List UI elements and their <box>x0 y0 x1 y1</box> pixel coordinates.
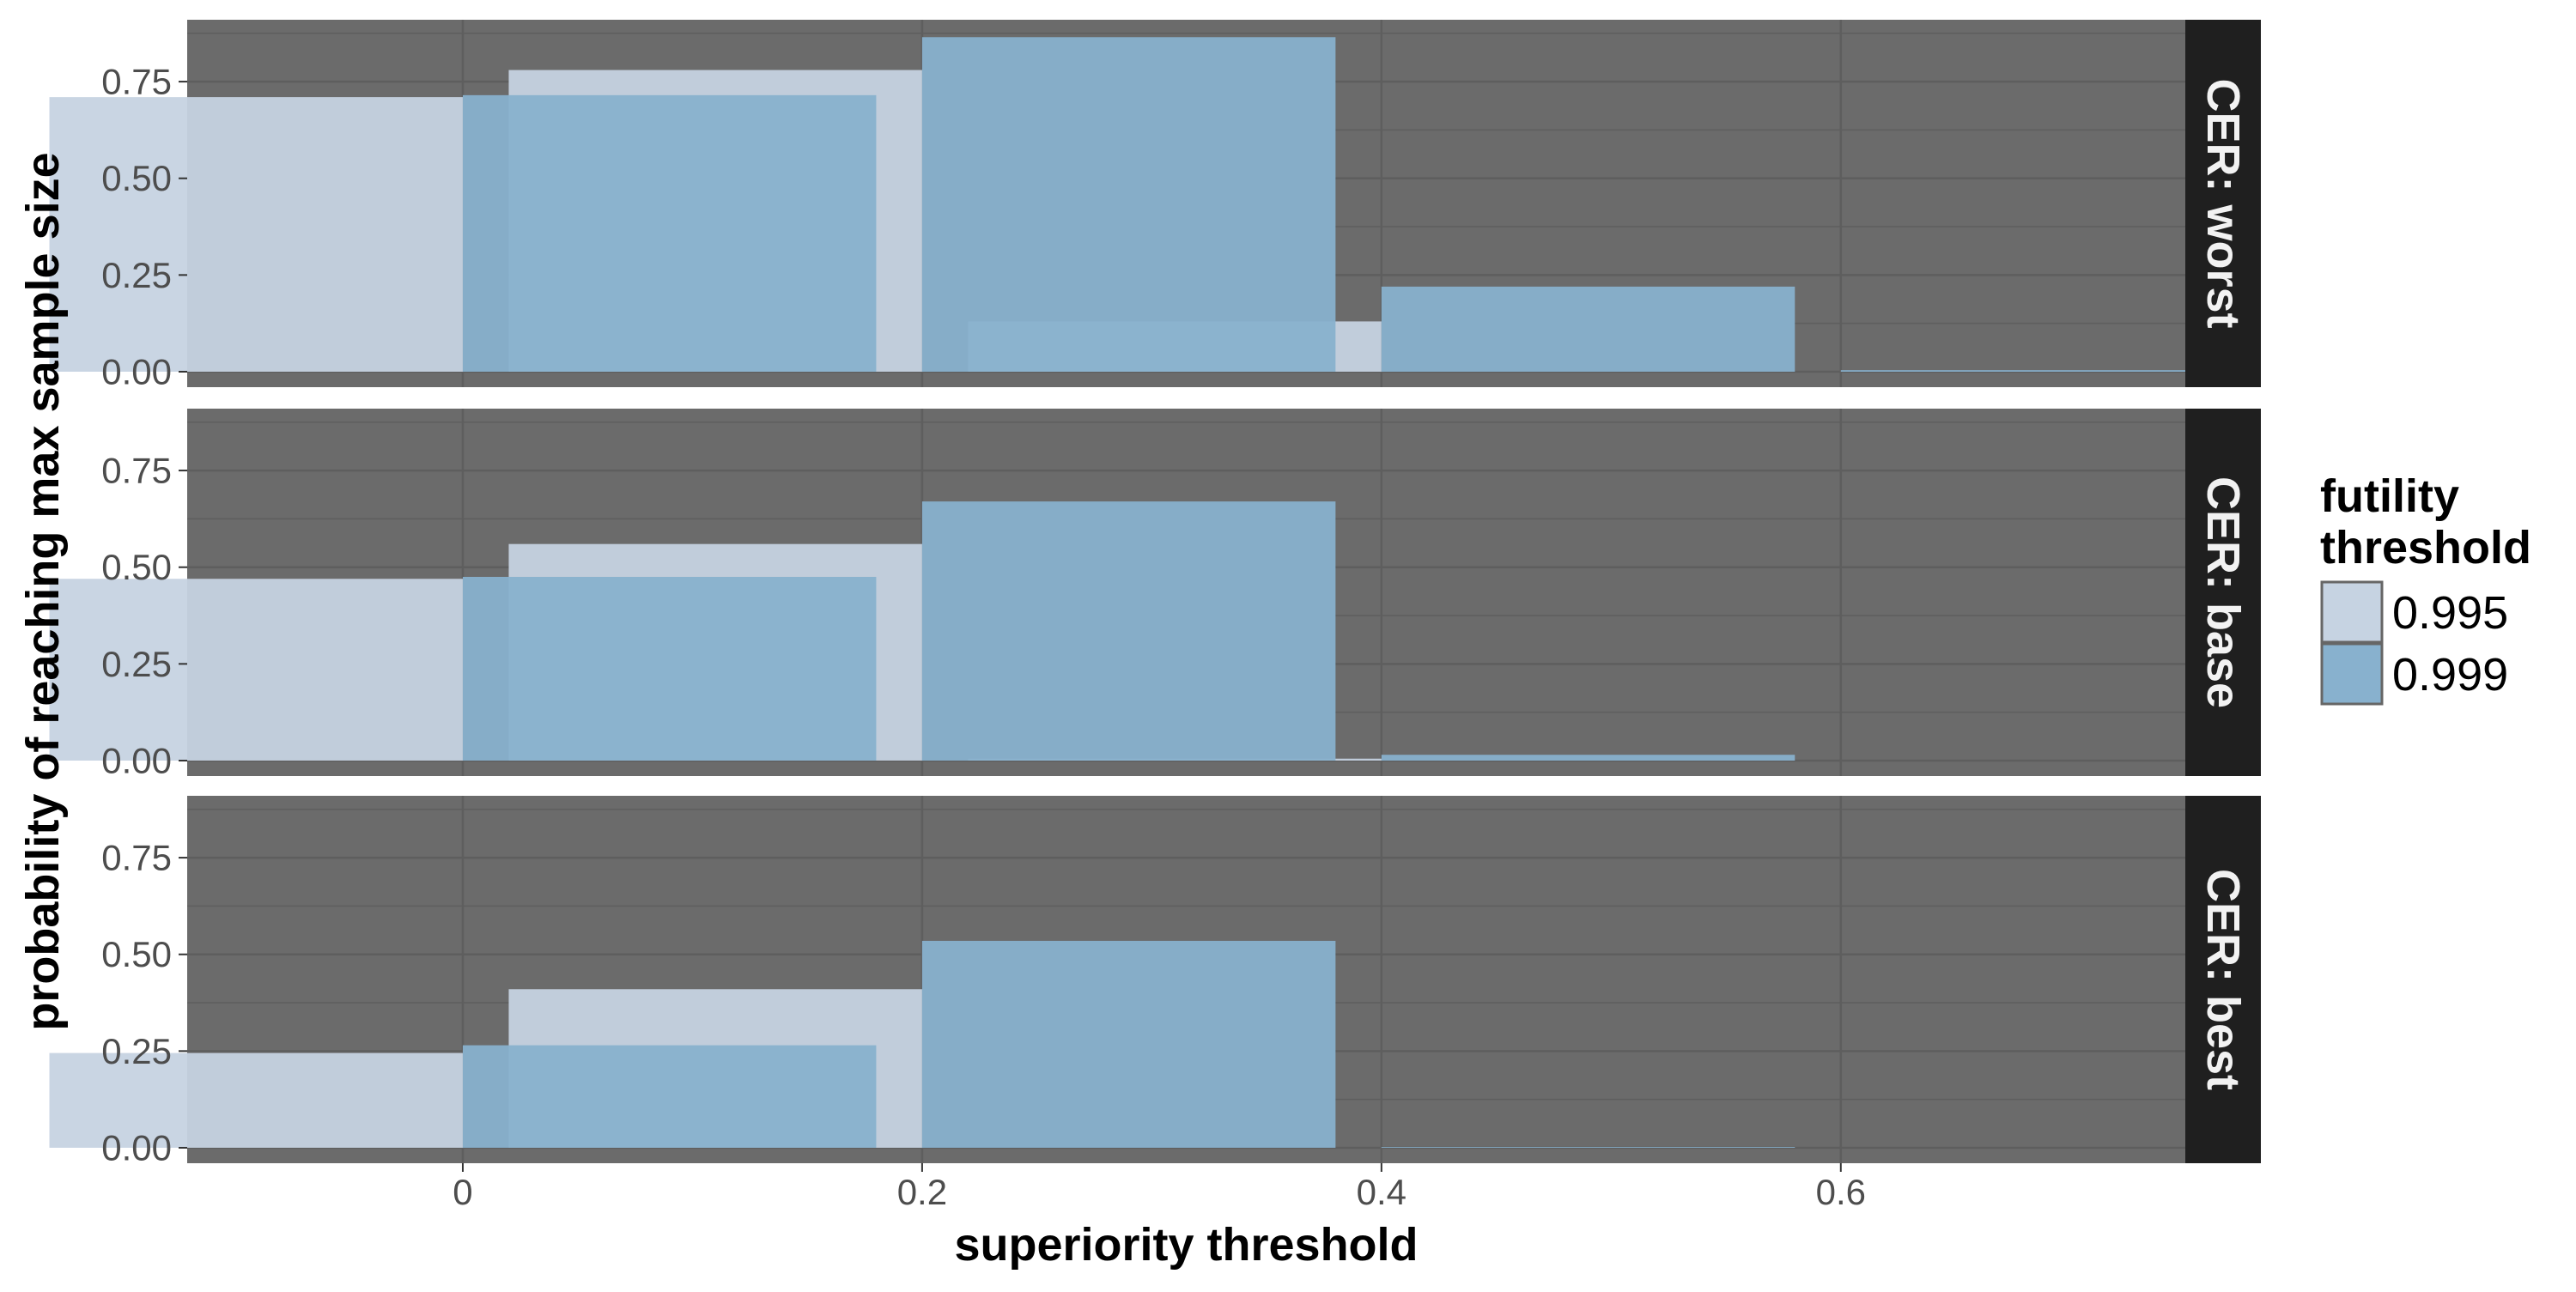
x-axis-title: superiority threshold <box>954 1219 1418 1271</box>
panel-2-ytick-label-3: 0.75 <box>101 451 172 491</box>
panel-3-bar-0_999-x1 <box>921 940 1336 1148</box>
panel-1-ytick-label-0: 0.00 <box>101 351 172 391</box>
panel-1-ytick-label-3: 0.75 <box>101 62 172 102</box>
panel-1-bar-0_995-x0 <box>49 97 463 372</box>
panel-1-strip <box>2185 20 2261 387</box>
panel-2-ytick-label-1: 0.25 <box>101 644 172 684</box>
panel-2-ytick-label-0: 0.00 <box>101 740 172 780</box>
panel-2-bar-0_995-x0 <box>49 579 463 761</box>
legend-key-0_995 <box>2320 580 2384 644</box>
panel-1-bar-0_999-x3 <box>1840 370 2255 372</box>
panel-2-strip <box>2185 409 2261 776</box>
panel-3-strip-label: CER: best <box>2197 869 2249 1090</box>
panel-2-bar-0_999-x1 <box>921 501 1336 761</box>
panel-3-ytick-label-0: 0.00 <box>101 1127 172 1168</box>
panel-3-strip <box>2185 796 2261 1163</box>
panel-2-bar-0_999-x2 <box>1381 755 1795 761</box>
legend-title-line-2: threshold <box>2320 522 2531 573</box>
panel-3-bar-0_999-x0 <box>462 1045 877 1148</box>
panel-3-ytick-label-3: 0.75 <box>101 838 172 878</box>
panel-3-ytick-label-1: 0.25 <box>101 1031 172 1071</box>
panel-1-ytick-label-2: 0.50 <box>101 158 172 198</box>
xtick-label-0: 0 <box>453 1172 472 1212</box>
panel-2-strip-label: CER: base <box>2197 476 2249 708</box>
panel-1-bar-0_999-x1 <box>921 37 1336 372</box>
panel-1-strip-label: CER: worst <box>2197 78 2249 328</box>
xtick-label-1: 0.2 <box>897 1172 947 1212</box>
panel-3-bar-0_995-x0 <box>49 1052 463 1148</box>
legend-label-0_995: 0.995 <box>2392 587 2508 639</box>
panel-2-bar-0_999-x0 <box>462 576 877 761</box>
xtick-label-3: 0.6 <box>1816 1172 1866 1212</box>
legend-label-0_999: 0.999 <box>2392 649 2508 701</box>
legend-title-line-1: futility <box>2320 470 2459 522</box>
panel-1-ytick-label-1: 0.25 <box>101 255 172 295</box>
panel-3-ytick-label-2: 0.50 <box>101 934 172 974</box>
legend-key-0_999 <box>2320 642 2384 706</box>
panel-2-ytick-label-2: 0.50 <box>101 547 172 587</box>
y-axis-title: probability of reaching max sample size <box>17 152 69 1030</box>
panel-3-bar-0_999-x2 <box>1381 1147 1795 1148</box>
xtick-label-2: 0.4 <box>1357 1172 1406 1212</box>
panel-1-bar-0_999-x0 <box>462 94 877 372</box>
panel-1-bar-0_999-x2 <box>1381 286 1795 372</box>
